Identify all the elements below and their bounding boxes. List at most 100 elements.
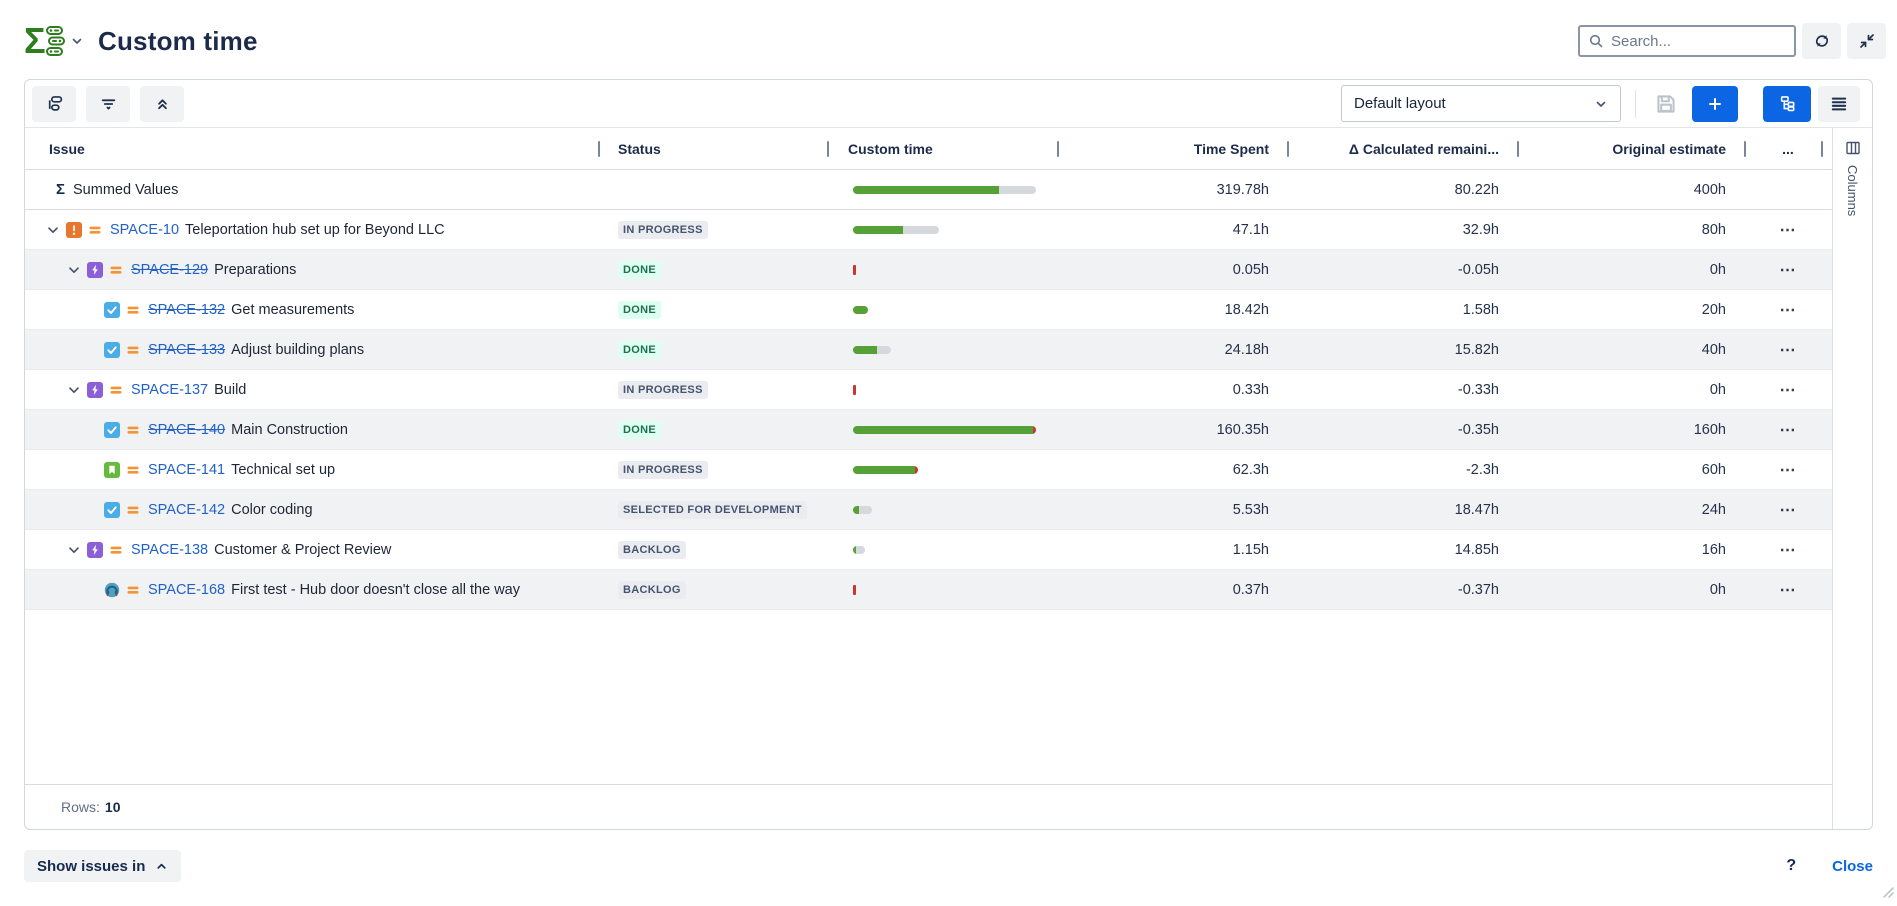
top-header: Σ Custom time (24, 18, 1886, 64)
issue-row[interactable]: SPACE-142 Color coding SELECTED FOR DEVELO… (25, 490, 1832, 530)
resize-handle-icon[interactable] (1879, 883, 1895, 904)
issue-row[interactable]: SPACE-132 Get measurements DONE 18.42h 1.58h… (25, 290, 1832, 330)
group-rows-icon (46, 95, 63, 112)
issue-key-link[interactable]: SPACE-137 (131, 381, 209, 398)
time-spent-total: 319.78h (1216, 181, 1269, 198)
original-estimate-value: 24h (1701, 501, 1726, 518)
group-by-button[interactable] (32, 85, 76, 122)
summed-values-cell: Σ Summed Values (25, 181, 598, 198)
column-resize-handle[interactable] (1517, 141, 1519, 157)
row-actions-button[interactable]: ⋯ (1779, 501, 1797, 519)
column-resize-handle[interactable] (598, 141, 600, 157)
original-estimate-value: 0h (1709, 261, 1726, 278)
issue-type-epic-icon (87, 381, 103, 398)
column-header-custom-time[interactable]: Custom time (848, 140, 933, 157)
issue-row[interactable]: SPACE-138 Customer & Project Review BACKLO… (25, 530, 1832, 570)
list-view-button[interactable] (1818, 85, 1860, 122)
refresh-button[interactable] (1802, 23, 1841, 59)
issue-key-link[interactable]: SPACE-132 (148, 301, 226, 318)
app-logo-icon[interactable]: Σ (24, 20, 66, 62)
search-input[interactable] (1611, 32, 1810, 50)
actions-cell: ⋯ (1744, 420, 1832, 440)
columns-panel-toggle[interactable]: Columns (1832, 128, 1872, 829)
row-actions-button[interactable]: ⋯ (1779, 581, 1797, 599)
column-resize-handle[interactable] (1744, 141, 1746, 157)
issue-summary: First test - Hub door doesn't close all … (231, 581, 520, 598)
column-header-original-estimate[interactable]: Original estimate (1612, 140, 1726, 157)
issue-row[interactable]: SPACE-141 Technical set up IN PROGRESS 62.3… (25, 450, 1832, 490)
issue-key-link[interactable]: SPACE-138 (131, 541, 209, 558)
save-layout-button[interactable] (1648, 86, 1684, 122)
help-button[interactable]: ? (1786, 857, 1797, 874)
issue-key-link[interactable]: SPACE-129 (131, 261, 209, 278)
collapse-window-button[interactable] (1847, 23, 1886, 59)
priority-medium-icon (126, 503, 140, 517)
progress-bar-done-segment (853, 345, 877, 354)
actions-cell: ⋯ (1744, 540, 1832, 560)
column-header-time-spent[interactable]: Time Spent (1193, 140, 1269, 157)
svg-text:Σ: Σ (24, 20, 46, 61)
issue-key-link[interactable]: SPACE-141 (148, 461, 226, 478)
column-resize-handle[interactable] (827, 141, 829, 157)
collapse-all-button[interactable] (140, 85, 184, 122)
column-header-status[interactable]: Status (618, 140, 661, 157)
original-estimate-value: 80h (1701, 221, 1726, 238)
row-actions-button[interactable]: ⋯ (1779, 221, 1797, 239)
progress-bar (853, 345, 891, 354)
original-estimate-value: 160h (1693, 421, 1726, 438)
column-header-delta-remaining[interactable]: Δ Calculated remaini... (1348, 140, 1499, 157)
issue-key-link[interactable]: SPACE-168 (148, 581, 226, 598)
overrun-tick (853, 384, 856, 395)
row-actions-button[interactable]: ⋯ (1779, 301, 1797, 319)
actions-cell: ⋯ (1744, 340, 1832, 360)
column-header-issue[interactable]: Issue (49, 140, 85, 157)
app-switcher-chevron-icon[interactable] (70, 34, 84, 48)
delta-remaining-value: 32.9h (1462, 221, 1499, 238)
issue-row[interactable]: SPACE-140 Main Construction DONE 160.35h -0.… (25, 410, 1832, 450)
delta-remaining-value: -0.05h (1457, 261, 1499, 278)
row-actions-button[interactable]: ⋯ (1779, 541, 1797, 559)
issue-key-link[interactable]: SPACE-10 (110, 221, 180, 238)
custom-time-cell (827, 264, 1057, 275)
row-actions-button[interactable]: ⋯ (1779, 421, 1797, 439)
issue-row[interactable]: SPACE-10 Teleportation hub set up for Bey… (25, 210, 1832, 250)
issue-key-link[interactable]: SPACE-133 (148, 341, 226, 358)
actions-cell: ⋯ (1744, 220, 1832, 240)
priority-medium-icon (126, 583, 140, 597)
show-issues-in-button[interactable]: Show issues in (24, 850, 182, 882)
row-actions-button[interactable]: ⋯ (1779, 261, 1797, 279)
issue-row[interactable]: SPACE-137 Build IN PROGRESS 0.33h -0.33h 0h ⋯ (25, 370, 1832, 410)
filter-button[interactable] (86, 85, 130, 122)
expand-collapse-chevron-icon[interactable] (45, 222, 61, 238)
custom-time-cell (827, 345, 1057, 354)
progress-bar (853, 425, 1036, 434)
search-box[interactable] (1578, 25, 1810, 57)
expand-collapse-chevron-icon[interactable] (66, 542, 82, 558)
issue-key-link[interactable]: SPACE-142 (148, 501, 226, 518)
layout-select[interactable]: Default layout (1341, 85, 1621, 122)
expand-collapse-chevron-icon[interactable] (66, 382, 82, 398)
issue-type-epic-icon (87, 261, 103, 278)
column-resize-handle[interactable] (1287, 141, 1289, 157)
time-spent-value: 5.53h (1232, 501, 1269, 518)
issue-row[interactable]: SPACE-129 Preparations DONE 0.05h -0.05h 0h ⋯ (25, 250, 1832, 290)
expand-collapse-chevron-icon[interactable] (66, 262, 82, 278)
issue-row[interactable]: SPACE-133 Adjust building plans DONE 24.18h… (25, 330, 1832, 370)
row-actions-button[interactable]: ⋯ (1779, 461, 1797, 479)
custom-time-cell (827, 185, 1057, 194)
add-item-button[interactable] (1692, 85, 1738, 122)
column-header-actions[interactable]: ... (1782, 140, 1794, 157)
close-link[interactable]: Close (1832, 857, 1873, 875)
original-estimate-value: 0h (1709, 381, 1726, 398)
column-resize-handle[interactable] (1821, 141, 1823, 157)
row-actions-button[interactable]: ⋯ (1779, 341, 1797, 359)
custom-time-cell (827, 425, 1057, 434)
issue-key-link[interactable]: SPACE-140 (148, 421, 226, 438)
issue-row[interactable]: SPACE-168 First test - Hub door doesn't c… (25, 570, 1832, 610)
column-resize-handle[interactable] (1057, 141, 1059, 157)
row-actions-button[interactable]: ⋯ (1779, 381, 1797, 399)
issue-type-task-icon (104, 301, 120, 318)
progress-bar-done-segment (853, 545, 856, 554)
issue-summary: Main Construction (231, 421, 348, 438)
hierarchy-view-button[interactable] (1763, 85, 1811, 122)
